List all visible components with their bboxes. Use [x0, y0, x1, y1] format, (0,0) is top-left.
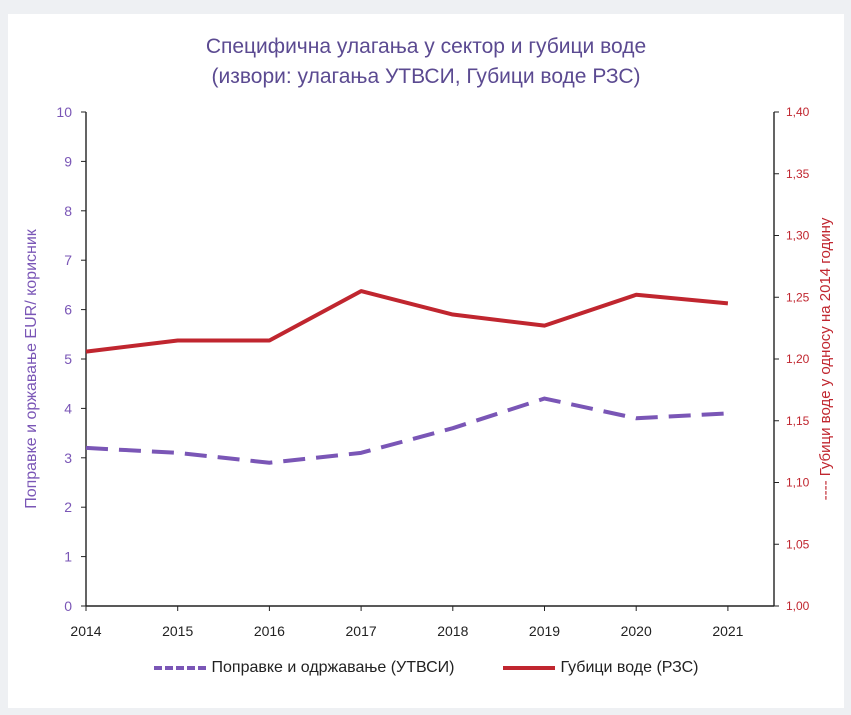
x-tick-label: 2015 [162, 623, 193, 639]
y-left-tick-label: 7 [64, 252, 72, 268]
x-tick-label: 2020 [621, 623, 652, 639]
x-tick-label: 2017 [346, 623, 377, 639]
legend-item-losses: Губици воде (РЗС) [502, 659, 699, 677]
line-chart: 0 1 2 3 4 5 6 7 8 9 10 1,00 1,05 1,10 1,15 1,20 1,25 1,30… [23, 104, 834, 639]
y-right-tick-label: 1,00 [786, 599, 810, 613]
y-right-tick-label: 1,35 [786, 167, 810, 181]
y-left-tick-label: 5 [64, 351, 72, 367]
y-right-tick-label: 1,25 [786, 290, 810, 304]
chart-title-block: Специфична улагања у сектор и губици вод… [8, 32, 844, 92]
legend-item-repairs: Поправке и одржавање (УТВСИ) [153, 659, 455, 677]
chart-title: Специфична улагања у сектор и губици вод… [205, 35, 647, 58]
y-left-tick-label: 0 [64, 598, 72, 614]
y-left-tick-label: 8 [64, 203, 72, 219]
chart-frame: Специфична улагања у сектор и губици вод… [8, 14, 844, 708]
y-left-tick-label: 9 [64, 153, 72, 169]
y-right-tick-label: 1,10 [786, 476, 810, 490]
x-tick-label: 2021 [712, 623, 743, 639]
legend-label-losses: Губици воде (РЗС) [560, 659, 699, 676]
y-left-tick-label: 3 [64, 450, 72, 466]
legend-swatch-dashed [153, 666, 206, 670]
legend: Поправке и одржавање (УТВСИ) Губици воде… [8, 659, 844, 677]
y-right-tick-label: 1,05 [786, 537, 810, 551]
y-left-tick-label: 2 [64, 499, 72, 515]
y-axis-right-title: ---- Губици воде у односу на 2014 годину [817, 217, 834, 500]
legend-swatch-solid [502, 666, 555, 670]
x-tick-label: 2016 [254, 623, 285, 639]
x-tick-label: 2018 [437, 623, 468, 639]
y-right-tick-label: 1,30 [786, 229, 810, 243]
series-line-repairs [85, 396, 729, 465]
legend-label-repairs: Поправке и одржавање (УТВСИ) [211, 659, 455, 676]
y-left-tick-label: 10 [56, 104, 72, 120]
x-tick-label: 2014 [70, 623, 101, 639]
y-right-tick-label: 1,40 [786, 105, 810, 119]
x-tick-label: 2019 [529, 623, 560, 639]
y-left-tick-label: 1 [64, 549, 72, 565]
series-line-losses [85, 289, 729, 354]
chart-subtitle: (извори: улагања УТВСИ, Губици воде РЗС) [211, 65, 641, 88]
y-left-tick-label: 4 [64, 400, 72, 416]
y-left-tick-label: 6 [64, 302, 72, 318]
y-right-tick-label: 1,15 [786, 414, 810, 428]
y-right-tick-label: 1,20 [786, 352, 810, 366]
y-axis-left-title: Поправке и оржавање EUR/ корисник [23, 228, 40, 509]
